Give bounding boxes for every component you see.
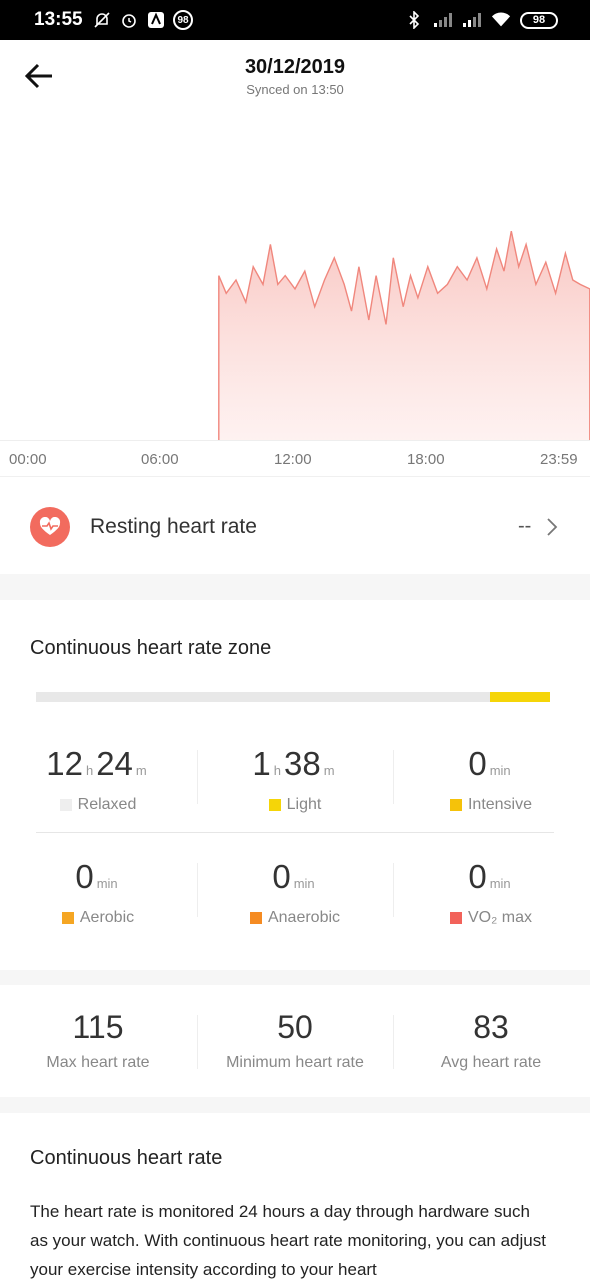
zone-duration-value: 1 [252,745,271,782]
zone-duration-value: 0 [468,745,487,782]
heart-rate-stats-card: 115 Max heart rate 50 Minimum heart rate… [0,985,590,1097]
zone-label-text: Intensive [467,796,533,813]
zone-cell: 0 min Intensive [393,745,589,814]
heart-rate-area [218,231,590,480]
sync-status: Synced on 13:50 [246,82,344,97]
stat-value: 115 [72,1009,124,1045]
zone-duration: 0 min [0,858,196,903]
stat-min: 50 Minimum heart rate [197,1009,393,1072]
zone-color-swatch [249,912,262,924]
stat-label: Minimum heart rate [226,1054,364,1071]
zone-duration: 12 h24 m [0,745,196,790]
heart-icon [30,507,70,547]
zone-duration-unit: min [489,876,511,891]
divider [197,1015,198,1069]
resting-value: -- [518,515,532,537]
muted-bell-icon [92,10,112,30]
battery-icon: 98 [520,11,558,29]
status-bar: 13:55 98 98 [0,0,590,40]
app-icon [146,10,166,30]
zone-duration: 0 min [197,858,393,903]
stat-value: 83 [473,1009,509,1045]
zone-duration-value: 0 [272,858,291,895]
status-time: 13:55 [34,9,83,30]
description-body: The heart rate is monitored 24 hours a d… [30,1202,546,1279]
wifi-icon [491,10,511,30]
heart-rate-line [218,230,590,480]
zone-bar-light [489,692,550,702]
zone-label: Relaxed [0,796,196,814]
zone-label-text: Light [286,796,322,813]
zone-duration-value: 0 [75,858,94,895]
zone-duration-unit: min [489,763,511,778]
zone-duration-unit: m [135,763,147,778]
heart-rate-zone-card: Continuous heart rate zone 12 h24 m Relaxed… [0,600,590,970]
zone-duration: 0 min [393,858,589,903]
zone-color-swatch [59,799,72,811]
stat-value: 50 [277,1009,313,1045]
x-tick-label: 00:00 [9,451,47,468]
zone-label-text: Aerobic [79,909,135,926]
zone-label: Anaerobic [197,909,393,927]
divider [197,863,198,917]
zone-cell: 12 h24 m Relaxed [0,745,196,814]
x-tick-label: 06:00 [141,451,179,468]
resting-label: Resting heart rate [90,515,257,538]
zone-label: Aerobic [0,909,196,927]
zone-label: Intensive [393,796,589,814]
resting-heart-rate-row[interactable]: Resting heart rate -- [0,476,590,574]
signal-icon [462,10,482,30]
zone-duration-unit: h [273,763,282,778]
x-tick-label: 12:00 [274,451,312,468]
x-tick-label: 18:00 [407,451,445,468]
zone-color-swatch [268,799,281,811]
zone-duration-value: 12 [46,745,83,782]
zone-label: Light [197,796,393,814]
zone-label-text: VO₂ max [468,909,532,926]
page-title: 30/12/2019 [244,56,346,78]
zone-label-text: Relaxed [77,796,137,813]
bluetooth-icon [404,10,424,30]
zone-color-swatch [450,912,462,924]
stat-label: Avg heart rate [440,1054,542,1071]
divider [393,863,394,917]
zone-duration-value: 0 [468,858,487,895]
zone-color-swatch [449,799,462,811]
divider [197,750,198,804]
header: 30/12/2019 Synced on 13:50 [0,40,590,480]
stat-label: Max heart rate [46,1054,150,1071]
zone-duration: 0 min [393,745,589,790]
description-title: Continuous heart rate [30,1147,223,1169]
alarm-icon [119,10,139,30]
x-tick-label: 23:59 [540,451,578,468]
divider [393,750,394,804]
stat-avg: 83 Avg heart rate [393,1009,589,1072]
zone-duration-unit: m [323,763,335,778]
zone-title: Continuous heart rate zone [30,637,272,659]
zone-duration-unit: min [293,876,315,891]
zone-duration-value: 24 [96,745,133,782]
badge-icon: 98 [173,10,193,30]
zone-cell: 0 min VO₂ max [393,858,589,927]
heart-rate-chart [218,230,590,480]
zone-duration-unit: h [85,763,94,778]
back-arrow-icon[interactable] [22,60,58,92]
signal-icon [433,10,453,30]
zone-label: VO₂ max [393,909,589,927]
zone-duration-value: 38 [284,745,321,782]
description-card: Continuous heart rate The heart rate is … [0,1113,590,1280]
zone-cell: 1 h38 m Light [197,745,393,814]
divider [36,832,554,833]
zone-duration: 1 h38 m [197,745,393,790]
zone-cell: 0 min Anaerobic [197,858,393,927]
stat-max: 115 Max heart rate [0,1009,196,1072]
zone-bar [36,692,550,702]
chevron-right-icon [547,518,558,536]
zone-cell: 0 min Aerobic [0,858,196,927]
zone-label-text: Anaerobic [267,909,341,926]
divider [393,1015,394,1069]
zone-color-swatch [61,912,74,924]
time-axis: 00:00 06:00 12:00 18:00 23:59 [0,440,590,476]
zone-duration-unit: min [96,876,118,891]
